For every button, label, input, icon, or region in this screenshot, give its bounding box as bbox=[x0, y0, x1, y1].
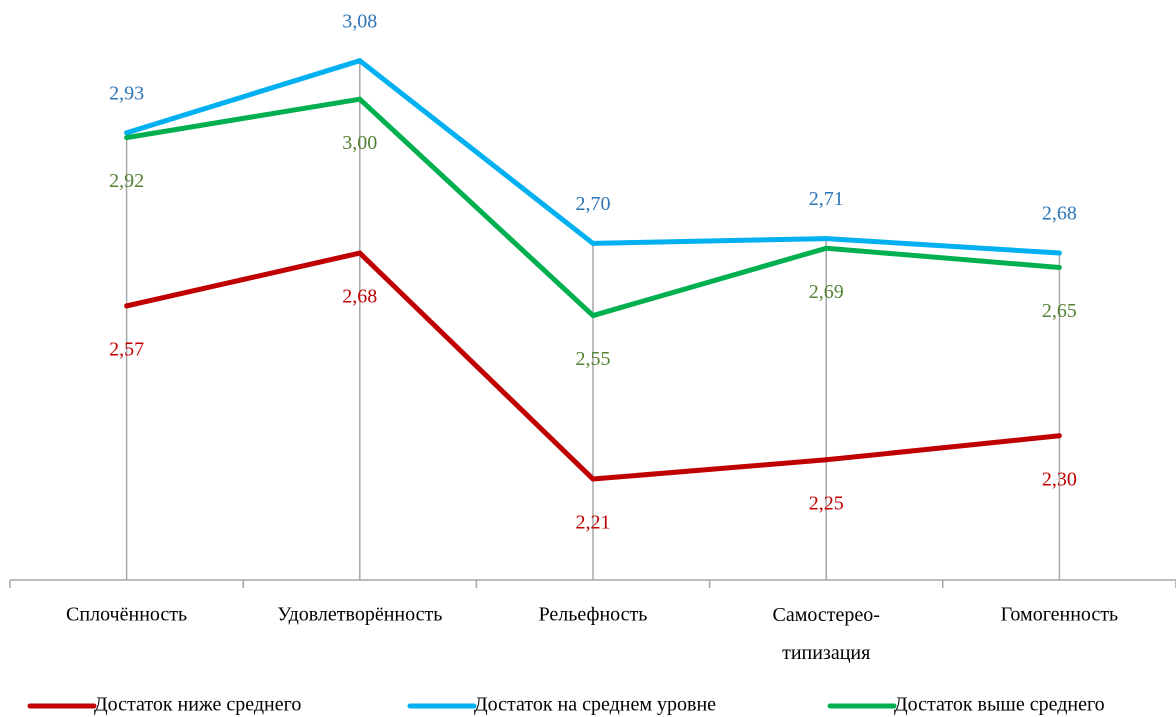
data-label: 3,00 bbox=[342, 132, 377, 154]
data-label: 2,65 bbox=[1042, 300, 1077, 322]
data-label: 2,55 bbox=[576, 348, 611, 370]
x-tick-label: Сплочённость bbox=[66, 604, 187, 626]
data-label: 2,93 bbox=[109, 82, 144, 104]
data-label: 2,71 bbox=[809, 188, 844, 210]
data-label: 2,70 bbox=[576, 193, 611, 215]
data-label: 2,30 bbox=[1042, 468, 1077, 490]
data-label: 2,68 bbox=[342, 286, 377, 308]
series-line bbox=[125, 58, 1060, 256]
point bbox=[124, 130, 130, 136]
point bbox=[823, 245, 829, 251]
x-tick-label: Рельефность bbox=[539, 604, 648, 626]
data-label: 2,25 bbox=[809, 492, 844, 514]
point bbox=[1056, 264, 1062, 270]
point bbox=[124, 135, 130, 141]
legend-label: Достаток на среднем уровне bbox=[474, 694, 716, 716]
point bbox=[590, 240, 596, 246]
point bbox=[357, 96, 363, 102]
data-label: 3,08 bbox=[342, 10, 377, 32]
point bbox=[1056, 433, 1062, 439]
x-tick-label: Удовлетворённость bbox=[277, 604, 442, 626]
data-label: 2,57 bbox=[109, 339, 144, 361]
point bbox=[124, 303, 130, 309]
point bbox=[590, 313, 596, 319]
point bbox=[823, 457, 829, 463]
point bbox=[357, 250, 363, 256]
x-tick-label: Гомогенность bbox=[1001, 604, 1119, 626]
data-label: 2,69 bbox=[809, 281, 844, 303]
point bbox=[1056, 250, 1062, 256]
legend-label: Достаток выше среднего bbox=[894, 694, 1105, 716]
data-label: 2,68 bbox=[1042, 203, 1077, 225]
data-label: 2,92 bbox=[109, 170, 144, 192]
data-label: 2,21 bbox=[576, 512, 611, 534]
point bbox=[357, 58, 363, 64]
point bbox=[823, 236, 829, 242]
x-tick-label: Самостерео-типизация bbox=[772, 604, 879, 664]
legend-label: Достаток ниже среднего bbox=[94, 694, 301, 716]
point bbox=[590, 476, 596, 482]
